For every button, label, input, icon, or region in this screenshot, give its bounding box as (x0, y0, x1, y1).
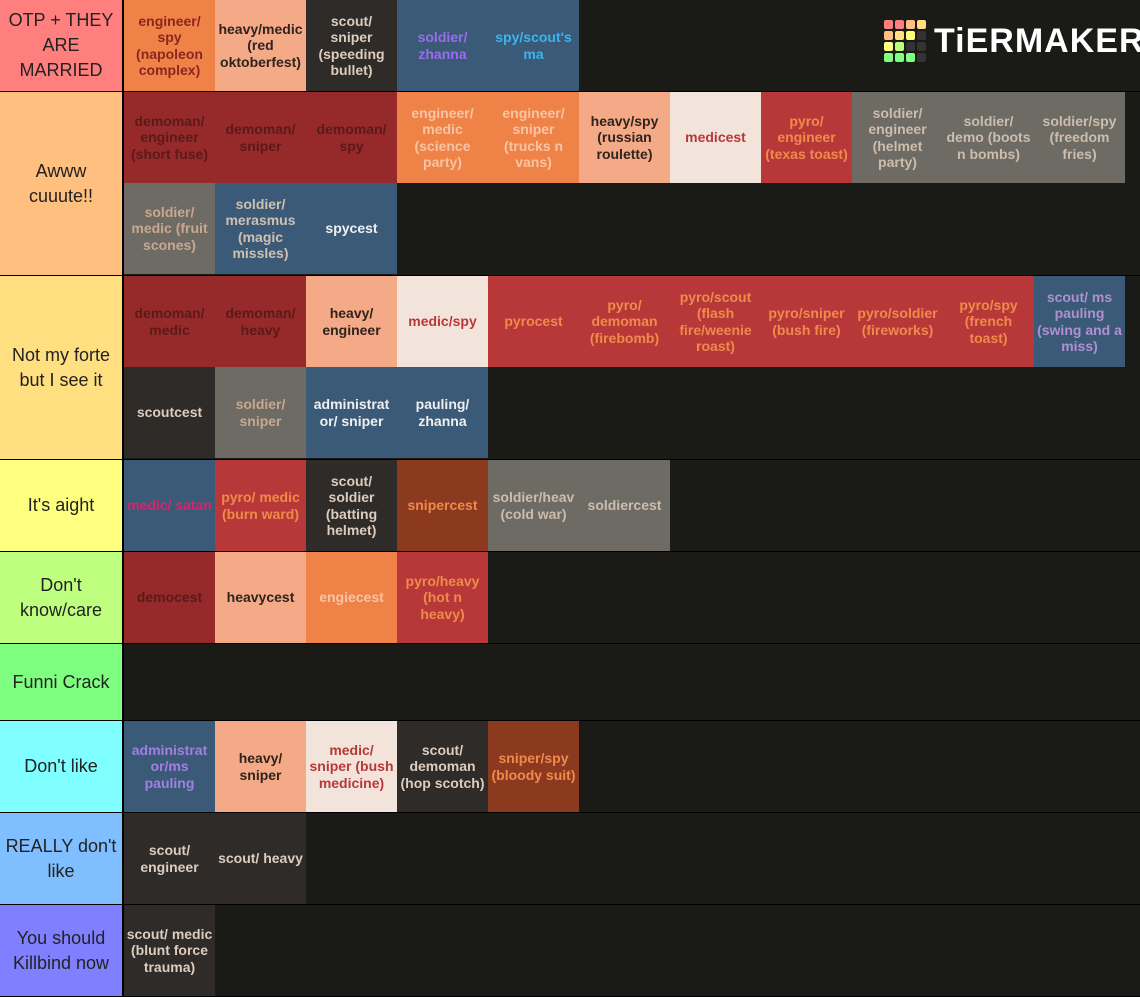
tier-item: sniper/spy (bloody suit) (488, 721, 579, 812)
tier-item: soldier/spy (freedom fries) (1034, 92, 1125, 183)
tier-item: heavy/spy (russian roulette) (579, 92, 670, 183)
tier-items: medic/ satan pyro/ medic (burn ward) scout… (124, 460, 1140, 551)
tier-item: engiecest (306, 552, 397, 643)
tier-item: scout/ medic (blunt force trauma) (124, 905, 215, 996)
tier-item: heavy/ engineer (306, 276, 397, 367)
tier-label: Awww cuuute!! (0, 92, 124, 275)
tier-item: scout/ heavy (215, 813, 306, 904)
tier-label: REALLY don't like (0, 813, 124, 904)
tier-label: It's aight (0, 460, 124, 551)
tier-item: spy/scout's ma (488, 0, 579, 91)
tier-row: Don't know/care democest heavycest engieces… (0, 552, 1140, 644)
tier-item: engineer/ medic (science party) (397, 92, 488, 183)
tier-item: medic/spy (397, 276, 488, 367)
tier-row: Don't like administrat or/ms pauling heavy… (0, 721, 1140, 813)
logo-icon (884, 20, 926, 62)
tier-item: demoman/ engineer (short fuse) (124, 92, 215, 183)
tier-item: democest (124, 552, 215, 643)
tier-items: engineer/ spy (napoleon complex) heavy/me… (124, 0, 1140, 91)
tier-item: engineer/ sniper (trucks n vans) (488, 92, 579, 183)
tier-item: demoman/ heavy (215, 276, 306, 367)
tier-item: pyro/heavy (hot n heavy) (397, 552, 488, 643)
tier-item: scout/ sniper (speeding bullet) (306, 0, 397, 91)
tier-item: pyro/ medic (burn ward) (215, 460, 306, 551)
tier-item: demoman/ sniper (215, 92, 306, 183)
tier-item: soldier/ sniper (215, 367, 306, 458)
tier-item: pyro/ demoman (firebomb) (579, 276, 670, 367)
tier-item: soldier/ zhanna (397, 0, 488, 91)
tier-items (124, 644, 1140, 720)
tier-item: scoutcest (124, 367, 215, 458)
tier-label: Not my forte but I see it (0, 276, 124, 459)
tier-row: OTP + THEY ARE MARRIED engineer/ spy (nap… (0, 0, 1140, 92)
tier-item: soldier/heav (cold war) (488, 460, 579, 551)
tier-row: Awww cuuute!! demoman/ engineer (short fu… (0, 92, 1140, 276)
tier-items: demoman/ engineer (short fuse) demoman/ s… (124, 92, 1140, 275)
tier-row: Not my forte but I see it demoman/ medic d… (0, 276, 1140, 460)
tier-label: OTP + THEY ARE MARRIED (0, 0, 124, 91)
tier-items: scout/ medic (blunt force trauma) (124, 905, 1140, 996)
tier-item: medic/ satan (124, 460, 215, 551)
tier-item: spycest (306, 183, 397, 274)
tier-item: soldier/ demo (boots n bombs) (943, 92, 1034, 183)
tier-item: scout/ engineer (124, 813, 215, 904)
tier-item: snipercest (397, 460, 488, 551)
tier-row: You should Killbind now scout/ medic (blu… (0, 905, 1140, 997)
tier-item: pauling/ zhanna (397, 367, 488, 458)
tier-item: medic/ sniper (bush medicine) (306, 721, 397, 812)
tier-item: engineer/ spy (napoleon complex) (124, 0, 215, 91)
tier-item: heavycest (215, 552, 306, 643)
tier-items: democest heavycest engiecest pyro/heavy (ho… (124, 552, 1140, 643)
tier-items: administrat or/ms pauling heavy/ sniper me… (124, 721, 1140, 812)
tier-item: soldier/ merasmus (magic missles) (215, 183, 306, 274)
tier-item: scout/ ms pauling (swing and a miss) (1034, 276, 1125, 367)
tier-item: pyrocest (488, 276, 579, 367)
tier-item: soldiercest (579, 460, 670, 551)
logo-text: TiERMAKER (934, 21, 1140, 60)
tier-items: demoman/ medic demoman/ heavy heavy/ engin… (124, 276, 1140, 459)
tier-items: scout/ engineer scout/ heavy (124, 813, 1140, 904)
tier-label: Don't know/care (0, 552, 124, 643)
tier-item: demoman/ spy (306, 92, 397, 183)
tier-item: administrat or/ms pauling (124, 721, 215, 812)
tier-label: You should Killbind now (0, 905, 124, 996)
tier-label: Don't like (0, 721, 124, 812)
tier-item: pyro/ engineer (texas toast) (761, 92, 852, 183)
tier-item: scout/ demoman (hop scotch) (397, 721, 488, 812)
logo: TiERMAKER (884, 20, 1140, 62)
tier-item: soldier/ engineer (helmet party) (852, 92, 943, 183)
tier-item: scout/ soldier (batting helmet) (306, 460, 397, 551)
tier-item: pyro/scout (flash fire/weenie roast) (670, 276, 761, 367)
tier-row: It's aight medic/ satan pyro/ medic (burn … (0, 460, 1140, 552)
tier-item: heavy/medic (red oktoberfest) (215, 0, 306, 91)
tier-row: REALLY don't like scout/ engineer scout/ h… (0, 813, 1140, 905)
tier-item: pyro/spy (french toast) (943, 276, 1034, 367)
tier-item: pyro/sniper (bush fire) (761, 276, 852, 367)
tier-item: demoman/ medic (124, 276, 215, 367)
tier-item: heavy/ sniper (215, 721, 306, 812)
tier-item: medicest (670, 92, 761, 183)
tier-label: Funni Crack (0, 644, 124, 720)
tier-item: administrat or/ sniper (306, 367, 397, 458)
tier-item: soldier/ medic (fruit scones) (124, 183, 215, 274)
tier-item: pyro/soldier (fireworks) (852, 276, 943, 367)
tier-row: Funni Crack (0, 644, 1140, 721)
